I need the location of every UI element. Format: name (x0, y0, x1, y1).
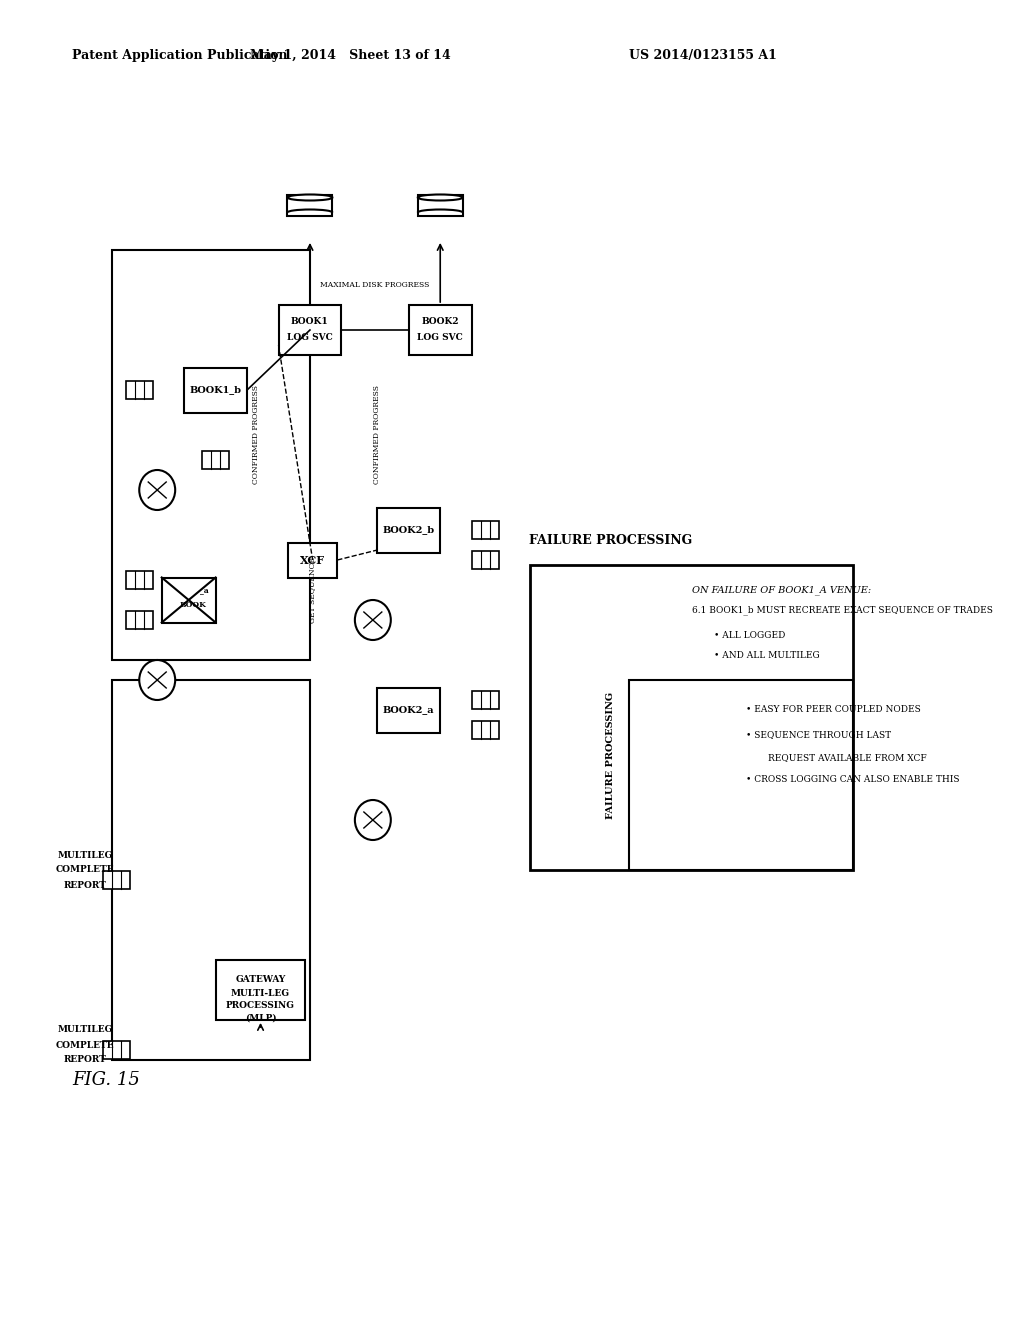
Text: REQUEST AVAILABLE FROM XCF: REQUEST AVAILABLE FROM XCF (768, 754, 927, 763)
Text: MAXIMAL DISK PROGRESS: MAXIMAL DISK PROGRESS (319, 281, 429, 289)
Text: • EASY FOR PEER COUPLED NODES: • EASY FOR PEER COUPLED NODES (745, 705, 921, 714)
Bar (113, 680, 310, 1060)
Text: LOG SVC: LOG SVC (418, 334, 463, 342)
Text: GATEWAY: GATEWAY (236, 975, 286, 985)
Bar (377, 507, 440, 553)
Text: BOOK2: BOOK2 (422, 318, 459, 326)
Text: CONFIRMED PROGRESS: CONFIRMED PROGRESS (374, 385, 381, 484)
Text: MULTI-LEG: MULTI-LEG (231, 989, 290, 998)
Circle shape (139, 660, 175, 700)
Ellipse shape (288, 194, 333, 201)
Text: • ALL LOGGED: • ALL LOGGED (714, 631, 785, 639)
Ellipse shape (418, 194, 463, 201)
Text: Patent Application Publication: Patent Application Publication (72, 49, 288, 62)
Bar (126, 381, 153, 399)
Bar (126, 611, 153, 630)
Text: BAG: BAG (146, 676, 168, 684)
Text: BOOK1: BOOK1 (291, 318, 329, 326)
Bar (472, 521, 499, 539)
Text: MULTILEG: MULTILEG (57, 1026, 113, 1035)
Bar (288, 543, 337, 578)
Bar (126, 572, 153, 589)
Bar (288, 194, 333, 215)
Text: XCF: XCF (300, 554, 326, 565)
Text: REPORT: REPORT (63, 1056, 106, 1064)
Bar (530, 565, 853, 870)
Bar (472, 690, 499, 709)
Bar (113, 249, 310, 660)
Text: • SEQUENCE THROUGH LAST: • SEQUENCE THROUGH LAST (745, 730, 891, 739)
Bar (103, 871, 130, 888)
Text: FIG. 15: FIG. 15 (72, 1071, 139, 1089)
Text: COMPLETE: COMPLETE (56, 866, 115, 874)
Text: BOOK1_b: BOOK1_b (189, 385, 242, 395)
Bar (472, 550, 499, 569)
Circle shape (139, 470, 175, 510)
Text: _a: _a (201, 586, 209, 594)
Text: (MLP): (MLP) (245, 1014, 276, 1023)
Text: PROCESSING: PROCESSING (226, 1002, 295, 1011)
Text: • AND ALL MULTILEG: • AND ALL MULTILEG (714, 651, 820, 660)
Text: FAILURE PROCESSING: FAILURE PROCESSING (529, 533, 692, 546)
Bar (216, 960, 305, 1020)
Bar (162, 578, 216, 623)
Circle shape (355, 800, 391, 840)
Text: BAG: BAG (146, 486, 168, 494)
Text: BOOK2_a: BOOK2_a (383, 705, 434, 714)
Text: US 2014/0123155 A1: US 2014/0123155 A1 (629, 49, 777, 62)
Bar (629, 680, 853, 870)
Text: 6.1 BOOK1_b MUST RECREATE EXACT SEQUENCE OF TRADES: 6.1 BOOK1_b MUST RECREATE EXACT SEQUENCE… (692, 605, 992, 615)
Text: ON FAILURE OF BOOK1_A VENUE:: ON FAILURE OF BOOK1_A VENUE: (692, 585, 870, 595)
Circle shape (355, 601, 391, 640)
Text: COMPLETE: COMPLETE (56, 1040, 115, 1049)
Text: • CROSS LOGGING CAN ALSO ENABLE THIS: • CROSS LOGGING CAN ALSO ENABLE THIS (745, 776, 959, 784)
Bar (184, 367, 247, 412)
Bar (472, 721, 499, 739)
Bar (202, 451, 229, 469)
Text: CONFIRMED PROGRESS: CONFIRMED PROGRESS (252, 385, 260, 484)
Text: FAILURE PROCESSING: FAILURE PROCESSING (606, 692, 615, 818)
Text: BAG: BAG (362, 816, 383, 824)
Text: BOOK: BOOK (180, 601, 207, 609)
Bar (103, 1041, 130, 1059)
Text: REPORT: REPORT (63, 880, 106, 890)
Text: BOOK2_b: BOOK2_b (383, 525, 435, 535)
Bar (418, 194, 463, 215)
Bar (279, 305, 341, 355)
Bar (377, 688, 440, 733)
Text: MULTILEG: MULTILEG (57, 850, 113, 859)
Bar (409, 305, 472, 355)
Text: GET SEQUENCE: GET SEQUENCE (308, 557, 316, 623)
Text: LOG SVC: LOG SVC (287, 334, 333, 342)
Text: BAG: BAG (362, 616, 383, 624)
Text: May 1, 2014   Sheet 13 of 14: May 1, 2014 Sheet 13 of 14 (250, 49, 451, 62)
